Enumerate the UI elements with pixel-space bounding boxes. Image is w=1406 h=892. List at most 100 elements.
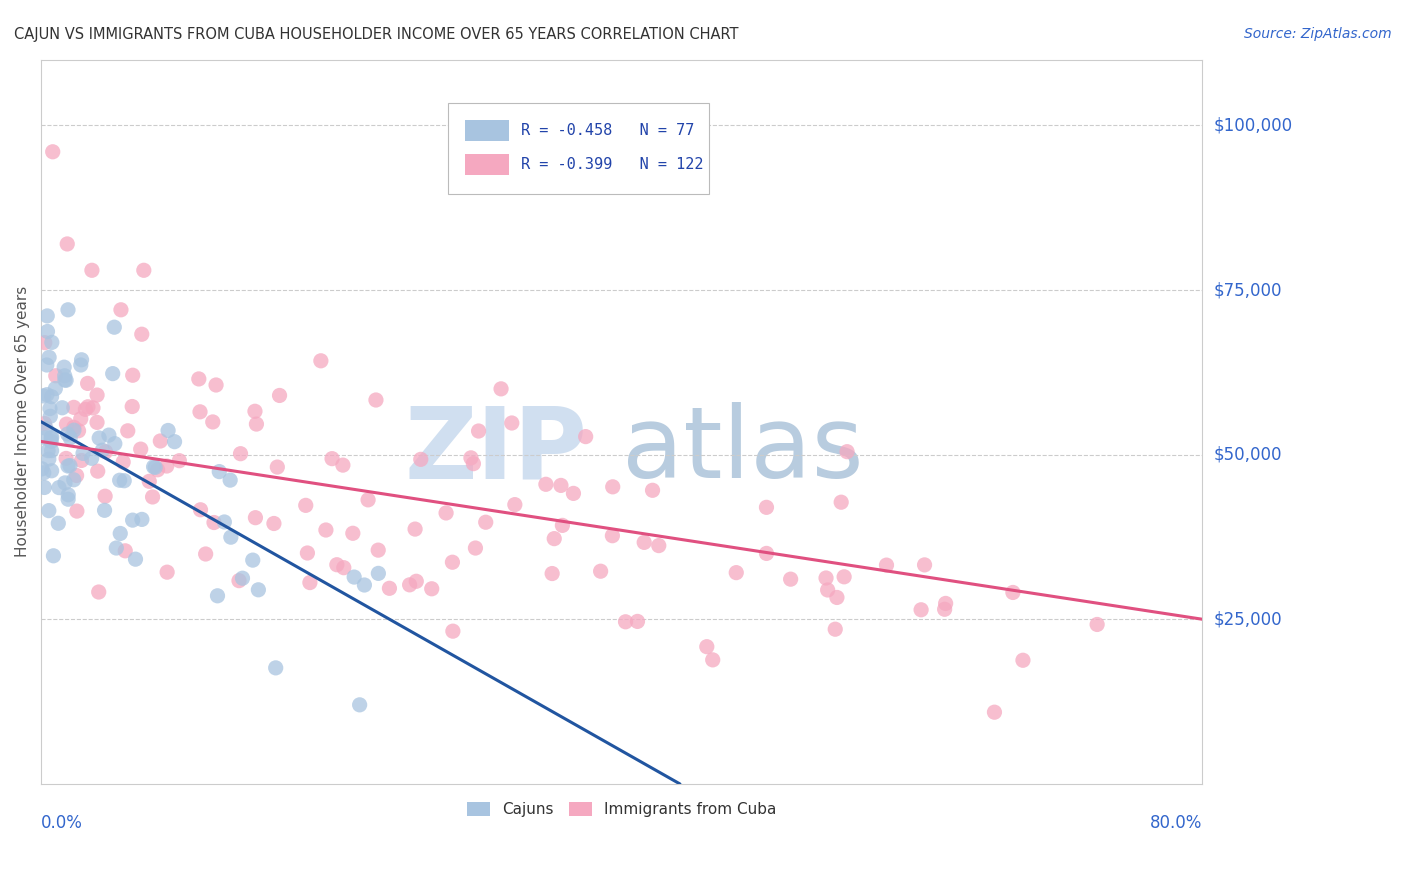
Point (157, 424, 180, 438)
Point (207, 589, 229, 603)
Point (353, 578, 375, 592)
Point (66, 504, 89, 518)
Y-axis label: Householder Income Over 65 years: Householder Income Over 65 years (15, 286, 30, 558)
Point (633, 535, 655, 549)
Point (243, 404, 266, 418)
Point (97, 428, 120, 442)
Point (56, 492, 79, 507)
Point (602, 480, 624, 494)
Point (59, 458, 82, 473)
Point (41, 390, 63, 404)
Point (32, 389, 55, 403)
Point (58, 488, 80, 502)
Point (357, 492, 380, 507)
Point (77, 400, 100, 414)
Point (219, 530, 242, 544)
Point (93, 503, 115, 517)
Point (82, 401, 104, 415)
Point (38, 351, 60, 365)
Point (94, 444, 117, 458)
Point (825, 591, 848, 605)
Point (149, 434, 172, 448)
Point (124, 552, 146, 566)
Point (48, 481, 70, 495)
Point (34, 480, 56, 494)
Point (87, 585, 110, 599)
Point (832, 570, 855, 584)
Point (38, 503, 60, 517)
Point (86, 388, 108, 402)
Point (67, 424, 90, 438)
Point (503, 498, 526, 512)
Point (163, 434, 186, 449)
Point (56, 302, 79, 317)
Point (34, 417, 56, 431)
Point (35, 421, 58, 435)
Point (404, 522, 426, 536)
Point (42, 549, 65, 563)
Point (194, 547, 217, 561)
Text: CAJUN VS IMMIGRANTS FROM CUBA HOUSEHOLDER INCOME OVER 65 YEARS CORRELATION CHART: CAJUN VS IMMIGRANTS FROM CUBA HOUSEHOLDE… (14, 27, 738, 42)
Legend: Cajuns, Immigrants from Cuba: Cajuns, Immigrants from Cuba (461, 796, 783, 823)
Point (156, 458, 179, 473)
Point (70, 352, 93, 367)
Point (835, 444, 858, 458)
Point (309, 353, 332, 368)
Point (648, 539, 671, 553)
Point (56, 236, 79, 251)
Bar (465, 153, 509, 176)
Point (45, 368, 67, 383)
Text: $50,000: $50,000 (1213, 446, 1282, 464)
Point (131, 327, 153, 342)
Point (59, 431, 82, 445)
Point (76, 376, 98, 391)
Point (143, 460, 166, 475)
Point (121, 513, 143, 527)
Point (51, 401, 73, 415)
Point (266, 460, 288, 475)
Text: R = -0.458   N = 77: R = -0.458 N = 77 (520, 123, 695, 138)
Point (201, 415, 224, 429)
Point (146, 463, 169, 477)
Text: 80.0%: 80.0% (1150, 814, 1202, 832)
Point (467, 424, 489, 438)
Point (55, 451, 77, 466)
Point (779, 572, 801, 586)
Point (332, 458, 354, 472)
Point (219, 473, 242, 487)
Point (815, 571, 838, 585)
Point (34, 335, 56, 350)
Point (131, 512, 153, 526)
Point (46, 516, 69, 531)
FancyBboxPatch shape (447, 103, 709, 194)
Point (321, 451, 343, 466)
Point (755, 546, 778, 560)
Point (263, 516, 285, 531)
Point (65, 468, 87, 483)
Point (229, 447, 252, 461)
Point (562, 486, 585, 500)
Point (830, 495, 852, 509)
Text: $25,000: $25,000 (1213, 610, 1282, 628)
Point (1001, 585, 1024, 599)
Point (53, 360, 76, 375)
Point (463, 457, 485, 471)
Point (62, 401, 84, 415)
Point (983, 705, 1005, 719)
Point (349, 698, 371, 712)
Point (367, 543, 389, 558)
Point (464, 541, 486, 555)
Point (70, 453, 93, 467)
Point (39, 434, 62, 449)
Point (378, 582, 401, 596)
Point (1012, 653, 1035, 667)
Point (37, 443, 59, 458)
Point (35, 358, 58, 372)
Point (80, 451, 103, 466)
Text: 0.0%: 0.0% (41, 814, 83, 832)
Point (80, 263, 103, 277)
Point (53, 475, 76, 490)
Point (441, 555, 464, 569)
Point (602, 529, 624, 543)
Point (53, 368, 76, 383)
